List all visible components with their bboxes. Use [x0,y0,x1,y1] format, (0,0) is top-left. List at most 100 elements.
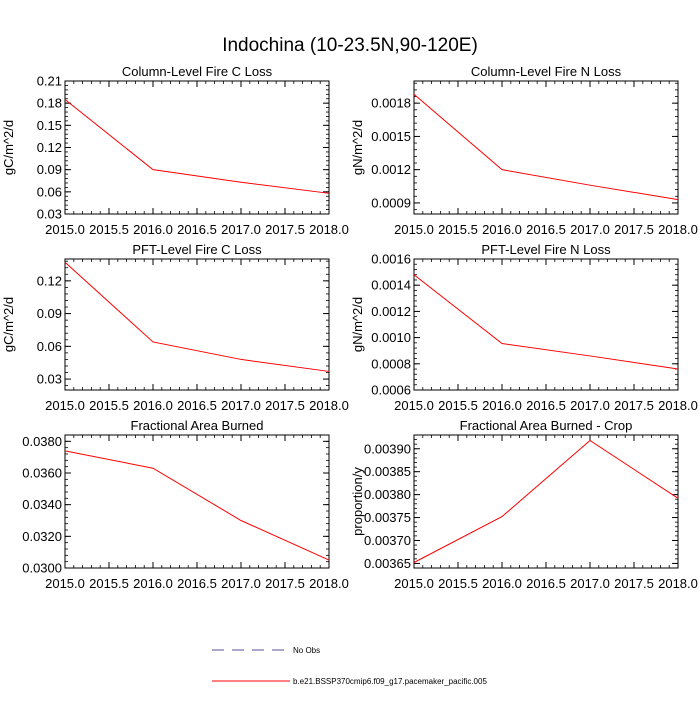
plot-frame [64,80,330,215]
x-tick-label: 2017.0 [570,576,610,591]
series-line-1 [64,261,330,372]
plot-frame [413,434,679,569]
chart-panel-6: 0.00365 0.00370 0.00375 0.00380 0.00385 0.003… [350,418,698,591]
y-tick-label: 0.00385 [364,464,411,479]
y-tick-label: 0.21 [37,74,62,89]
series-line-1 [64,450,330,561]
y-axis-label: gN/m^2/d [350,297,365,352]
x-tick-label: 2015.0 [394,576,434,591]
y-axis-label: gN/m^2/d [350,120,365,175]
y-tick-label: 0.00380 [364,487,411,502]
x-tick-label: 2015.5 [438,576,478,591]
x-tick-label: 2016.5 [526,398,566,413]
x-tick-label: 2016.0 [482,222,522,237]
panel-title: Fractional Area Burned [131,418,264,433]
y-tick-label: 0.18 [37,96,62,111]
x-tick-label: 2017.5 [614,222,654,237]
y-tick-label: 0.0016 [371,252,411,267]
x-tick-label: 2016.5 [526,222,566,237]
y-axis-label: gC/m^2/d [1,297,16,352]
x-tick-label: 2015.5 [89,398,129,413]
y-tick-label: 0.0360 [22,466,62,481]
panel-title: Fractional Area Burned - Crop [460,418,633,433]
series-line-1 [413,93,679,201]
chart-panel-2: 0.0009 0.0012 0.0015 0.0018 2015.0 2015.5 2016… [350,64,698,237]
x-tick-label: 2015.0 [45,222,85,237]
x-tick-label: 2016.5 [177,398,217,413]
y-tick-label: 0.12 [37,140,62,155]
y-tick-label: 0.03 [37,372,62,387]
y-tick-label: 0.09 [37,306,62,321]
x-tick-label: 2015.5 [438,222,478,237]
y-tick-label: 0.00365 [364,556,411,571]
y-tick-label: 0.0300 [22,561,62,576]
x-tick-label: 2018.0 [309,576,349,591]
plot-frame [413,258,679,391]
x-tick-label: 2016.0 [133,398,173,413]
y-tick-label: 0.0380 [22,434,62,449]
panel-title: PFT-Level Fire N Loss [481,242,611,257]
y-tick-label: 0.15 [37,118,62,133]
legend-label-model: b.e21.BSSP370cmip6.f09_g17.pacemaker_pac… [293,677,487,686]
series-line-1 [413,439,679,563]
y-tick-label: 0.06 [37,339,62,354]
x-tick-label: 2017.5 [614,576,654,591]
plot-frame [64,434,330,569]
x-tick-label: 2016.0 [133,576,173,591]
plot-frame [413,80,679,215]
y-tick-label: 0.09 [37,162,62,177]
x-tick-label: 2015.5 [89,576,129,591]
x-tick-label: 2018.0 [658,576,698,591]
x-tick-label: 2016.5 [177,222,217,237]
panel-title: Column-Level Fire C Loss [122,64,273,79]
y-tick-label: 0.0018 [371,96,411,111]
x-tick-label: 2015.0 [45,576,85,591]
x-tick-label: 2017.0 [221,576,261,591]
chart-panel-5: 0.0300 0.0320 0.0340 0.0360 0.0380 2015.0 2015… [22,418,349,591]
x-tick-label: 2017.0 [570,398,610,413]
y-tick-label: 0.06 [37,184,62,199]
plot-frame [64,258,330,391]
y-axis-label: proportion/y [350,467,365,536]
y-tick-label: 0.0015 [371,129,411,144]
y-tick-label: 0.0320 [22,529,62,544]
legend-label-no-obs: No Obs [293,646,320,655]
y-tick-label: 0.0012 [371,162,411,177]
y-tick-label: 0.0006 [371,383,411,398]
x-tick-label: 2017.5 [614,398,654,413]
series-line-1 [413,274,679,370]
chart-panel-3: 0.03 0.06 0.09 0.12 2015.0 2015.5 2016.0 2016.5… [1,242,349,413]
y-tick-label: 0.0014 [371,278,411,293]
y-tick-label: 0.00375 [364,510,411,525]
x-tick-label: 2016.0 [133,222,173,237]
y-tick-label: 0.00370 [364,533,411,548]
chart-panel-1: 0.03 0.06 0.09 0.12 0.15 0.18 0.21 2015.0 2015.5… [1,64,349,237]
panels: 0.03 0.06 0.09 0.12 0.15 0.18 0.21 2015.0 2015.5… [1,64,698,591]
x-tick-label: 2017.5 [265,398,305,413]
y-tick-label: 0.03 [37,207,62,222]
x-tick-label: 2018.0 [309,398,349,413]
chart-panel-4: 0.0006 0.0008 0.0010 0.0012 0.0014 0.0016 2015… [350,242,698,413]
series-line-1 [64,99,330,194]
legend: No Obs b.e21.BSSP370cmip6.f09_g17.pacema… [212,646,487,686]
panel-title: Column-Level Fire N Loss [471,64,622,79]
x-tick-label: 2016.5 [177,576,217,591]
x-tick-label: 2016.0 [482,576,522,591]
y-tick-label: 0.12 [37,273,62,288]
x-tick-label: 2015.5 [438,398,478,413]
x-tick-label: 2015.0 [394,398,434,413]
x-tick-label: 2018.0 [658,398,698,413]
y-tick-label: 0.0008 [371,356,411,371]
x-tick-label: 2017.0 [570,222,610,237]
panel-title: PFT-Level Fire C Loss [132,242,262,257]
x-tick-label: 2017.0 [221,398,261,413]
x-tick-label: 2017.5 [265,222,305,237]
x-tick-label: 2016.0 [482,398,522,413]
y-tick-label: 0.0009 [371,195,411,210]
x-tick-label: 2015.0 [394,222,434,237]
x-tick-label: 2018.0 [658,222,698,237]
x-tick-label: 2017.0 [221,222,261,237]
x-tick-label: 2015.0 [45,398,85,413]
figure-title: Indochina (10-23.5N,90-120E) [222,35,478,56]
